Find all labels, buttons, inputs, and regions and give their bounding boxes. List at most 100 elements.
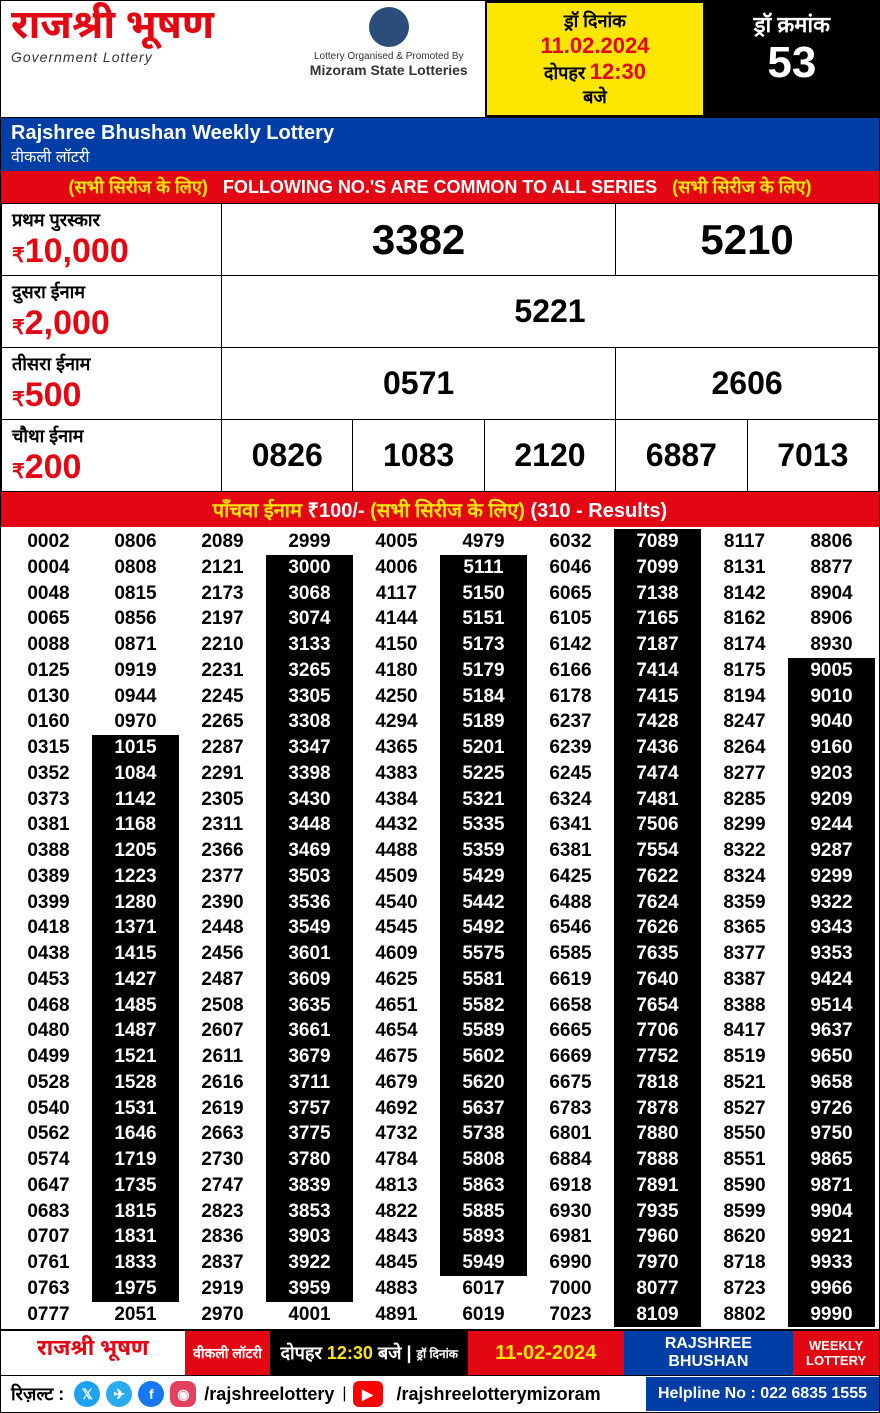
grid-number: 8620: [701, 1224, 788, 1250]
footer-bar: राजश्री भूषण वीकली लॉटरी दोपहर 12:30 बजे…: [1, 1329, 879, 1375]
draw-number: 53: [713, 39, 871, 87]
grid-number: 8299: [701, 812, 788, 838]
grid-number: 8247: [701, 709, 788, 735]
grid-number: 4625: [353, 967, 440, 993]
grid-number: 8377: [701, 941, 788, 967]
grid-number: 9658: [788, 1070, 875, 1096]
grid-number: 6341: [527, 812, 614, 838]
grid-number: 2487: [179, 967, 266, 993]
grid-number: 8285: [701, 787, 788, 813]
grid-number: 2287: [179, 735, 266, 761]
grid-number: 0499: [5, 1044, 92, 1070]
grid-number: 9871: [788, 1173, 875, 1199]
footer-brand: राजश्री भूषण: [1, 1331, 185, 1375]
grid-number: 0160: [5, 709, 92, 735]
grid-number: 3549: [266, 915, 353, 941]
grid-number: 8904: [788, 581, 875, 607]
grid-number: 7878: [614, 1096, 701, 1122]
grid-number: 5581: [440, 967, 527, 993]
grid-number: 3265: [266, 658, 353, 684]
grid-number: 6065: [527, 581, 614, 607]
grid-number: 9650: [788, 1044, 875, 1070]
grid-number: 0683: [5, 1199, 92, 1225]
grid-number: 4679: [353, 1070, 440, 1096]
grid-number: 0707: [5, 1224, 92, 1250]
grid-number: 0453: [5, 967, 92, 993]
grid-number: 1415: [92, 941, 179, 967]
second-prize-0: 5221: [222, 276, 879, 348]
grid-number: 8718: [701, 1250, 788, 1276]
grid-number: 7888: [614, 1147, 701, 1173]
grid-number: 8521: [701, 1070, 788, 1096]
grid-number: 5738: [440, 1121, 527, 1147]
fifth-count: (310 - Results): [530, 500, 667, 522]
draw-number-block: ड्रॉ क्रमांक 53: [705, 1, 879, 117]
grid-number: 3469: [266, 838, 353, 864]
grid-number: 5885: [440, 1199, 527, 1225]
grid-number: 3133: [266, 632, 353, 658]
grid-number: 6981: [527, 1224, 614, 1250]
grid-number: 5808: [440, 1147, 527, 1173]
grid-number: 5575: [440, 941, 527, 967]
grid-number: 6019: [440, 1302, 527, 1328]
grid-number: 9514: [788, 993, 875, 1019]
grid-number: 1371: [92, 915, 179, 941]
grid-number: 9726: [788, 1096, 875, 1122]
grid-number: 8277: [701, 761, 788, 787]
brand-block: राजश्री भूषण Government Lottery: [1, 1, 292, 117]
telegram-icon: ✈: [106, 1381, 132, 1407]
grid-number: 9299: [788, 864, 875, 890]
grid-number: 7414: [614, 658, 701, 684]
grid-number: 7654: [614, 993, 701, 1019]
organizer-text: Lottery Organised & Promoted By: [298, 51, 479, 62]
grid-number: 1168: [92, 812, 179, 838]
grid-number: 0528: [5, 1070, 92, 1096]
grid-number: 8365: [701, 915, 788, 941]
grid-number: 9637: [788, 1018, 875, 1044]
grid-number: 6166: [527, 658, 614, 684]
grid-number: 8906: [788, 606, 875, 632]
fourth-prize-1: 1083: [353, 420, 484, 492]
grid-number: 0574: [5, 1147, 92, 1173]
grid-number: 3074: [266, 606, 353, 632]
grid-number: 2231: [179, 658, 266, 684]
grid-number: 5189: [440, 709, 527, 735]
grid-number: 2970: [179, 1302, 266, 1328]
footer-date: 11-02-2024: [468, 1331, 624, 1375]
grid-number: 5173: [440, 632, 527, 658]
fourth-prize-0: 0826: [222, 420, 353, 492]
grid-number: 8599: [701, 1199, 788, 1225]
grid-number: 3448: [266, 812, 353, 838]
grid-number: 9322: [788, 890, 875, 916]
grid-number: 3635: [266, 993, 353, 1019]
grid-number: 4294: [353, 709, 440, 735]
grid-number: 0065: [5, 606, 92, 632]
grid-number: 8077: [614, 1276, 701, 1302]
grid-number: 7474: [614, 761, 701, 787]
facebook-icon: f: [138, 1381, 164, 1407]
grid-number: 1223: [92, 864, 179, 890]
grid-number: 2823: [179, 1199, 266, 1225]
grid-number: 0438: [5, 941, 92, 967]
lottery-subtitle: वीकली लॉटरी: [11, 145, 869, 167]
grid-number: 3711: [266, 1070, 353, 1096]
grid-number: 1719: [92, 1147, 179, 1173]
brand-subtitle: Government Lottery: [11, 49, 282, 65]
lottery-result-sheet: राजश्री भूषण Government Lottery Lottery …: [0, 0, 880, 1413]
grid-number: 9353: [788, 941, 875, 967]
grid-number: 8117: [701, 529, 788, 555]
grid-number: 8519: [701, 1044, 788, 1070]
grid-number: 7970: [614, 1250, 701, 1276]
fourth-prize-3: 6887: [616, 420, 747, 492]
footer-eng-name: RAJSHREE BHUSHAN: [624, 1331, 794, 1375]
grid-number: 9010: [788, 684, 875, 710]
grid-number: 7706: [614, 1018, 701, 1044]
grid-number: 7935: [614, 1199, 701, 1225]
grid-number: 6884: [527, 1147, 614, 1173]
grid-number: 2311: [179, 812, 266, 838]
grid-number: 3347: [266, 735, 353, 761]
grid-number: 4883: [353, 1276, 440, 1302]
grid-number: 1528: [92, 1070, 179, 1096]
grid-number: 5949: [440, 1250, 527, 1276]
grid-number: 8802: [701, 1302, 788, 1328]
